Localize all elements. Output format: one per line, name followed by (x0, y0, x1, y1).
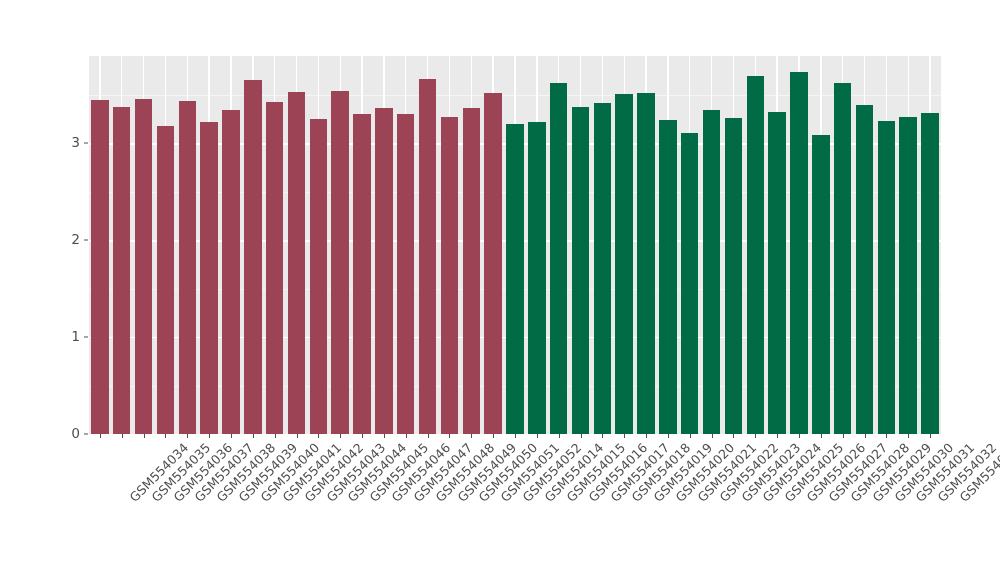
bar (768, 112, 786, 434)
bar (571, 107, 590, 434)
x-tick-mark (318, 434, 320, 438)
x-tick-mark (252, 434, 254, 438)
bar (681, 132, 699, 434)
x-axis-labels: GSM554034 GSM554035 GSM554036 GSM554037 GSM5… (89, 440, 1000, 580)
bar (877, 120, 896, 434)
x-tick-mark (580, 434, 582, 438)
x-tick-mark (930, 434, 932, 438)
x-tick-mark (209, 434, 211, 438)
bar (178, 100, 197, 434)
x-tick-mark (864, 434, 866, 438)
bar (615, 93, 633, 434)
y-axis-label: 1 (71, 329, 80, 346)
bar (702, 110, 721, 434)
x-tick-mark (493, 434, 495, 438)
x-tick-mark (820, 434, 822, 438)
bar (265, 101, 284, 434)
x-tick-mark (777, 434, 779, 438)
bar (462, 108, 481, 434)
bar (484, 92, 502, 434)
x-tick-mark (340, 434, 342, 438)
y-tick-mark (84, 239, 88, 241)
x-tick-mark (624, 434, 626, 438)
y-tick-mark (84, 336, 88, 338)
bar (855, 105, 874, 434)
bar (790, 71, 808, 434)
bar (287, 91, 306, 434)
bar (746, 76, 765, 434)
x-tick-mark (427, 434, 429, 438)
x-tick-mark (602, 434, 604, 438)
bar (113, 107, 131, 434)
x-tick-mark (231, 434, 232, 438)
x-tick-mark (646, 434, 648, 438)
y-tick-mark (84, 142, 88, 144)
x-tick-mark (296, 434, 298, 438)
bar (921, 113, 939, 434)
plot-area (89, 56, 941, 434)
y-axis-label: 0 (71, 426, 80, 442)
bar (593, 102, 612, 434)
bar (637, 92, 655, 434)
x-tick-mark (908, 434, 910, 438)
bar (309, 119, 328, 434)
x-tick-mark (449, 434, 451, 438)
x-tick-mark (755, 434, 757, 438)
y-axis-label: 3 (71, 135, 80, 152)
bar (549, 83, 568, 434)
bar (506, 123, 524, 434)
bar (200, 121, 218, 434)
bar (134, 98, 153, 434)
y-axis-ticks: 0 1 2 3 (62, 0, 80, 580)
bar (528, 121, 546, 434)
x-tick-mark (187, 434, 189, 438)
bar (724, 118, 743, 434)
bar (353, 114, 371, 434)
x-tick-mark (886, 434, 888, 438)
x-tick-mark (799, 434, 800, 438)
x-tick-mark (143, 434, 145, 438)
x-tick-mark (558, 434, 560, 438)
bar (156, 125, 175, 434)
bar (833, 83, 852, 434)
bar (91, 99, 109, 434)
y-tick-mark (84, 433, 88, 435)
x-tick-mark (274, 434, 276, 438)
x-tick-mark (383, 434, 385, 438)
y-axis-label: 2 (71, 232, 80, 249)
x-axis-ticks (89, 434, 941, 439)
x-tick-mark (121, 434, 123, 438)
x-tick-mark (165, 434, 167, 438)
x-tick-mark (711, 434, 713, 438)
x-tick-mark (99, 434, 101, 438)
x-tick-mark (515, 434, 516, 438)
bar (659, 119, 677, 434)
bar (418, 79, 437, 434)
bar (331, 90, 349, 434)
x-tick-mark (471, 434, 473, 438)
bar (397, 114, 415, 434)
bar (222, 110, 240, 434)
x-tick-mark (842, 434, 844, 438)
x-tick-mark (536, 434, 538, 438)
bar (812, 135, 830, 434)
bar (440, 117, 459, 434)
x-tick-mark (362, 434, 364, 438)
bar (244, 80, 262, 434)
bar (375, 108, 393, 434)
x-tick-mark (689, 434, 691, 438)
x-tick-mark (733, 434, 735, 438)
x-tick-mark (667, 434, 669, 438)
x-tick-mark (405, 434, 407, 438)
bar (899, 117, 917, 434)
